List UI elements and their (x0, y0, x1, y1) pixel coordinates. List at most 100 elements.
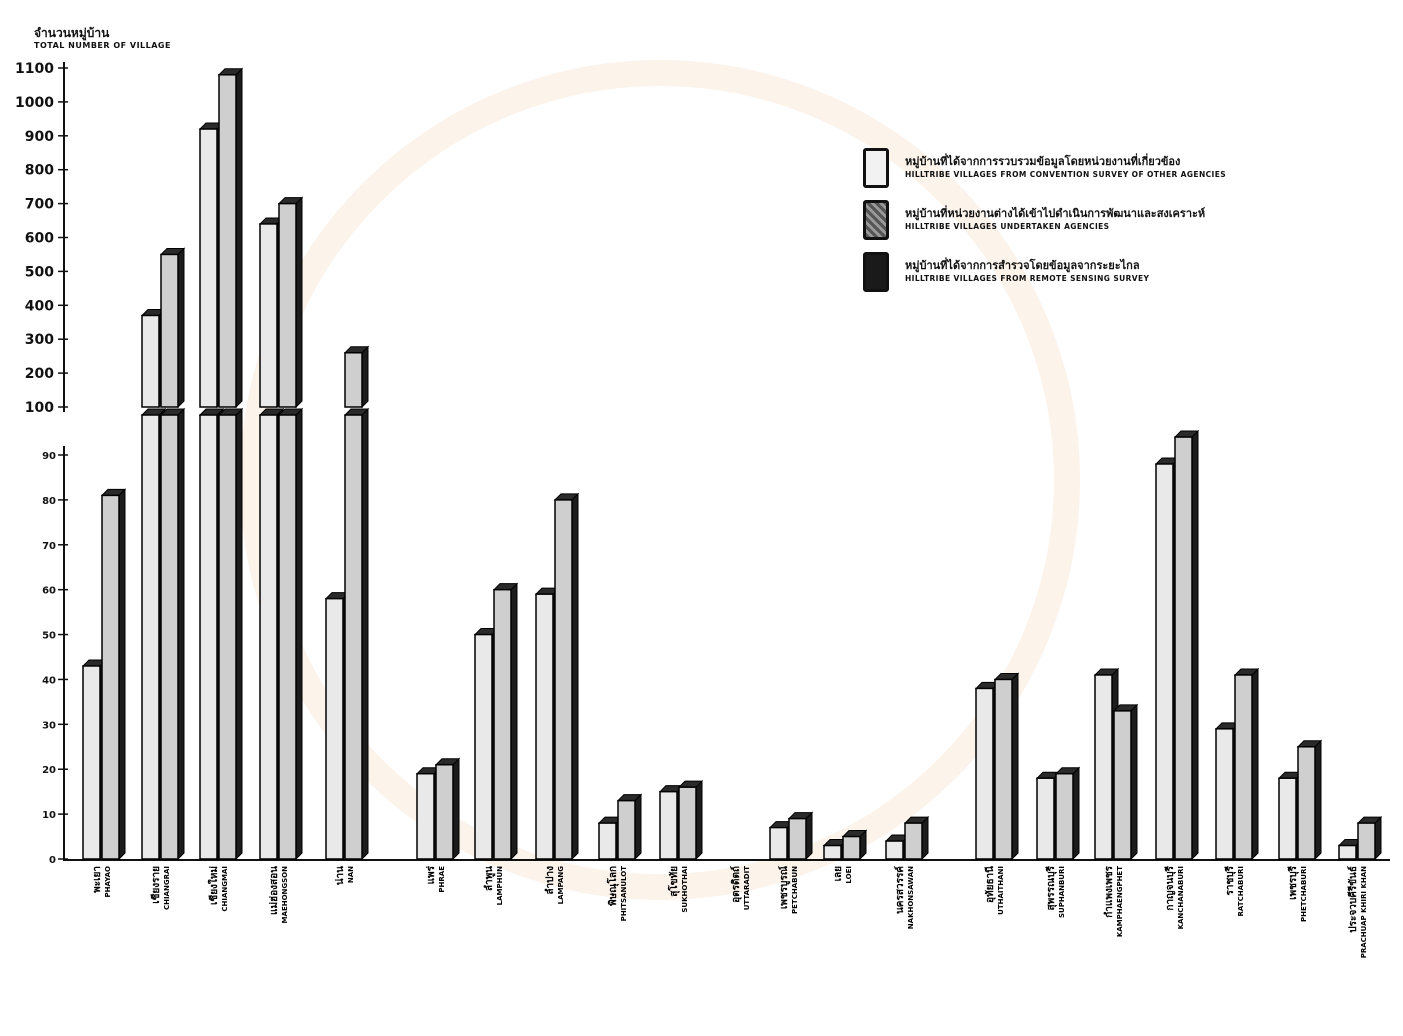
category-label-thai: นครสวรรค์ (894, 866, 906, 914)
bar (994, 678, 1013, 860)
category-label-thai: แพร่ (425, 865, 437, 884)
y-tick-label: 60 (42, 586, 56, 597)
bar-side (452, 757, 460, 861)
category-label-english: NAN (347, 866, 355, 883)
category-label-english: UTTARADIT (743, 866, 751, 910)
legend-label-english: HILLTRIBE VILLAGES FROM CONVENTION SURVE… (905, 170, 1227, 179)
category-label-thai: เพชรบุรี (1287, 865, 1299, 900)
category-label: เลย LOEI (833, 866, 853, 884)
y-tick-label: 800 (25, 163, 54, 179)
category-label-english: LAMPHUN (496, 866, 504, 906)
legend-swatch (863, 200, 889, 240)
legend-swatch (863, 148, 889, 188)
category-label: แพร่ PHRAE (425, 865, 446, 892)
bar-side (571, 492, 579, 861)
bar (1113, 710, 1132, 860)
category-label: เพชรบูรณ์ PETCHABUN (778, 865, 799, 914)
category-label: นครสวรรค์ NAKHONSAWAN (894, 866, 915, 930)
category-label: ลำปาง LAMPANG (544, 866, 565, 905)
category-label-english: UTHAITHANI (997, 866, 1005, 915)
bar-side (805, 811, 813, 861)
bar (769, 826, 788, 860)
y-tick-label: 500 (25, 264, 54, 280)
category-label-thai: พะเยา (92, 866, 103, 893)
y-tick-label: 1000 (15, 95, 54, 111)
bar (885, 840, 904, 860)
bar-side (510, 582, 518, 861)
category-label: อุตรดิตถ์ UTTARADIT (730, 866, 751, 910)
bar (199, 414, 218, 860)
bar (554, 499, 573, 860)
category-label-english: KAMPHAENGPHET (1116, 866, 1124, 937)
bar (617, 799, 636, 860)
bar-side (1191, 429, 1199, 861)
legend-label-english: HILLTRIBE VILLAGES UNDERTAKEN AGENCIES (905, 222, 1110, 231)
bar (325, 597, 344, 860)
legend-label-thai: หมู่บ้านที่หน่วยงานต่างได้เข้าไปดำเนินกา… (905, 207, 1206, 220)
bar (659, 790, 678, 860)
category-label-english: SUPHANBURI (1058, 866, 1066, 918)
legend-swatch (863, 252, 889, 292)
bar (1297, 746, 1316, 860)
y-tick-label: 200 (25, 366, 54, 382)
category-label-thai: ราชบุรี (1224, 865, 1236, 895)
bar (842, 835, 861, 860)
bar (823, 844, 842, 860)
bar (1155, 463, 1174, 860)
bar-side (1072, 766, 1080, 861)
category-label: ประจวบคีรีขันธ์ PRACHUAP KHIRI KHAN (1347, 866, 1368, 958)
category-label-english: PETCHABUN (791, 866, 799, 914)
category-label-thai: น่าน (334, 866, 346, 885)
legend-label-english: HILLTRIBE VILLAGES FROM REMOTE SENSING S… (905, 274, 1150, 283)
category-label-thai: ประจวบคีรีขันธ์ (1347, 866, 1359, 933)
y-tick-label: 1100 (15, 61, 54, 77)
category-label-english: PHETCHABURI (1300, 866, 1308, 922)
bar (678, 786, 697, 860)
bar-side (361, 345, 369, 409)
y-tick-label: 20 (42, 765, 56, 776)
y-tick-label: 700 (25, 197, 54, 213)
bar (199, 128, 218, 408)
bar (1055, 772, 1074, 860)
category-label-thai: เชียงใหม่ (207, 866, 220, 905)
bar-side (1011, 672, 1019, 861)
y-tick-label: 100 (25, 400, 54, 416)
category-label-english: LOEI (845, 866, 853, 884)
y-tick-label: 50 (42, 631, 56, 642)
bar (788, 817, 807, 860)
bar-side (695, 779, 703, 861)
bar (82, 665, 101, 860)
bar (904, 822, 923, 860)
category-label-thai: อุตรดิตถ์ (730, 866, 742, 903)
category-label: แม่ฮ่องสอน MAEHONGSON (268, 866, 289, 924)
category-label: กำแพงเพชร KAMPHAENGPHET (1103, 865, 1124, 937)
category-label-english: PHRAE (438, 866, 446, 893)
bar (1094, 674, 1113, 860)
y-tick-label: 300 (25, 332, 54, 348)
bar (259, 223, 278, 408)
bar (278, 202, 297, 408)
category-label: ราชบุรี RATCHABURI (1224, 865, 1245, 916)
bar (101, 494, 120, 860)
category-label-thai: กำแพงเพชร (1103, 865, 1115, 917)
bar (1357, 822, 1376, 860)
category-label: อุทัยธานี UTHAITHANI (984, 866, 1005, 915)
bar-side (295, 407, 303, 861)
category-label-thai: อุทัยธานี (984, 866, 996, 903)
bar (1278, 777, 1297, 860)
bar-side (921, 815, 929, 861)
bar (598, 822, 617, 860)
category-label-thai: เลย (833, 866, 844, 882)
legend-item-remote-sensing: หมู่บ้านที่ได้จากการสำรวจโดยข้อมูลจากระย… (863, 250, 1323, 302)
bar (1338, 844, 1357, 860)
y-axis-title-english: TOTAL NUMBER OF VILLAGE (34, 41, 171, 50)
bar (1174, 436, 1193, 860)
legend: หมู่บ้านที่ได้จากการรวบรวมข้อมูลโดยหน่วย… (863, 146, 1323, 302)
bar-side (634, 793, 642, 861)
bar (975, 687, 994, 860)
bar (160, 414, 179, 860)
category-label-english: CHIANGMAI (221, 866, 229, 912)
category-label-thai: สุพรรณบุรี (1045, 865, 1057, 910)
y-tick-label: 400 (25, 298, 54, 314)
bar-side (1130, 703, 1138, 861)
